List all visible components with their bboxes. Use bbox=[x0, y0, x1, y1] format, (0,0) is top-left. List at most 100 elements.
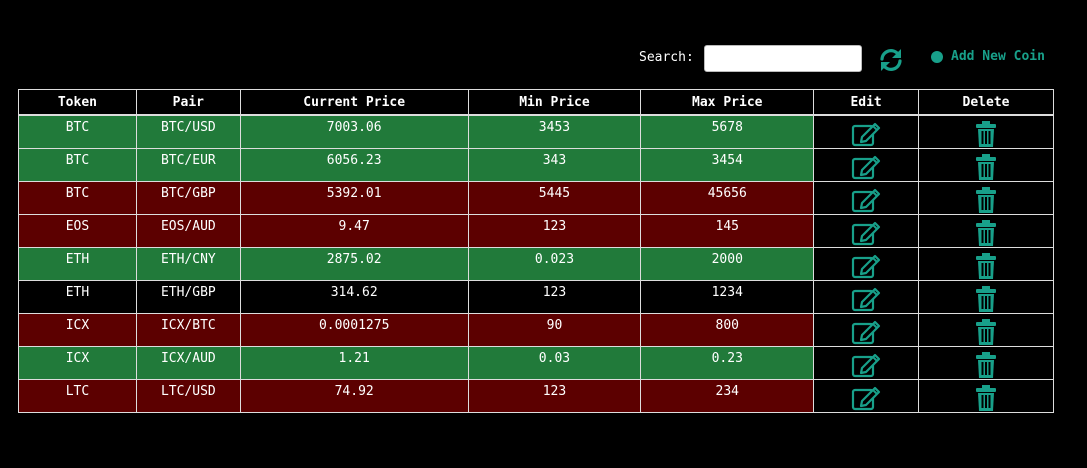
max-price-cell: 3454 bbox=[640, 148, 815, 182]
header-pair: Pair bbox=[135, 89, 241, 116]
max-price-cell: 45656 bbox=[640, 181, 815, 215]
table-row: LTC LTC/USD 74.92 123 234 bbox=[18, 379, 1054, 413]
trash-icon[interactable] bbox=[971, 186, 1001, 214]
edit-cell bbox=[813, 346, 920, 380]
edit-icon[interactable] bbox=[851, 186, 881, 214]
token-cell: ETH bbox=[18, 280, 137, 314]
table-body: BTC BTC/USD 7003.06 3453 5678 BTC BTC/EUR 6056.… bbox=[18, 114, 1054, 413]
header-delete: Delete bbox=[918, 89, 1054, 116]
trash-icon[interactable] bbox=[971, 120, 1001, 148]
table-row: BTC BTC/EUR 6056.23 343 3454 bbox=[18, 148, 1054, 182]
table-row: ICX ICX/BTC 0.0001275 90 800 bbox=[18, 313, 1054, 347]
current-price-cell: 6056.23 bbox=[239, 148, 469, 182]
current-price-cell: 1.21 bbox=[239, 346, 469, 380]
edit-cell bbox=[813, 181, 920, 215]
pair-cell: EOS/AUD bbox=[135, 214, 241, 248]
max-price-cell: 234 bbox=[640, 379, 815, 413]
header-current-price: Current Price bbox=[239, 89, 469, 116]
edit-cell bbox=[813, 379, 920, 413]
delete-cell bbox=[918, 181, 1054, 215]
pair-cell: ETH/CNY bbox=[135, 247, 241, 281]
trash-icon[interactable] bbox=[971, 285, 1001, 313]
current-price-cell: 0.0001275 bbox=[239, 313, 469, 347]
edit-cell bbox=[813, 280, 920, 314]
token-cell: ICX bbox=[18, 313, 137, 347]
trash-icon[interactable] bbox=[971, 318, 1001, 346]
max-price-cell: 5678 bbox=[640, 114, 815, 149]
edit-cell bbox=[813, 313, 920, 347]
table-row: ETH ETH/CNY 2875.02 0.023 2000 bbox=[18, 247, 1054, 281]
pair-cell: LTC/USD bbox=[135, 379, 241, 413]
pair-cell: ICX/BTC bbox=[135, 313, 241, 347]
token-cell: EOS bbox=[18, 214, 137, 248]
pair-cell: BTC/USD bbox=[135, 114, 241, 149]
min-price-cell: 123 bbox=[467, 379, 642, 413]
min-price-cell: 0.023 bbox=[467, 247, 642, 281]
current-price-cell: 5392.01 bbox=[239, 181, 469, 215]
max-price-cell: 145 bbox=[640, 214, 815, 248]
edit-icon[interactable] bbox=[851, 285, 881, 313]
pair-cell: ETH/GBP bbox=[135, 280, 241, 314]
min-price-cell: 123 bbox=[467, 214, 642, 248]
token-cell: BTC bbox=[18, 181, 137, 215]
delete-cell bbox=[918, 379, 1054, 413]
current-price-cell: 9.47 bbox=[239, 214, 469, 248]
min-price-cell: 0.03 bbox=[467, 346, 642, 380]
trash-icon[interactable] bbox=[971, 219, 1001, 247]
token-cell: BTC bbox=[18, 114, 137, 149]
delete-cell bbox=[918, 346, 1054, 380]
min-price-cell: 123 bbox=[467, 280, 642, 314]
edit-cell bbox=[813, 148, 920, 182]
min-price-cell: 5445 bbox=[467, 181, 642, 215]
delete-cell bbox=[918, 114, 1054, 149]
delete-cell bbox=[918, 280, 1054, 314]
search-label: Search: bbox=[639, 50, 694, 65]
search-input[interactable] bbox=[704, 45, 862, 72]
table-row: ETH ETH/GBP 314.62 123 1234 bbox=[18, 280, 1054, 314]
edit-icon[interactable] bbox=[851, 384, 881, 412]
header-min-price: Min Price bbox=[467, 89, 642, 116]
table-row: EOS EOS/AUD 9.47 123 145 bbox=[18, 214, 1054, 248]
edit-icon[interactable] bbox=[851, 318, 881, 346]
edit-cell bbox=[813, 247, 920, 281]
header-edit: Edit bbox=[813, 89, 920, 116]
current-price-cell: 74.92 bbox=[239, 379, 469, 413]
trash-icon[interactable] bbox=[971, 153, 1001, 181]
delete-cell bbox=[918, 148, 1054, 182]
header-max-price: Max Price bbox=[640, 89, 815, 116]
edit-icon[interactable] bbox=[851, 153, 881, 181]
coins-table: Token Pair Current Price Min Price Max P… bbox=[18, 89, 1054, 413]
min-price-cell: 3453 bbox=[467, 114, 642, 149]
add-new-coin-label: Add New Coin bbox=[951, 49, 1045, 64]
delete-cell bbox=[918, 313, 1054, 347]
pair-cell: BTC/EUR bbox=[135, 148, 241, 182]
edit-cell bbox=[813, 214, 920, 248]
trash-icon[interactable] bbox=[971, 384, 1001, 412]
min-price-cell: 90 bbox=[467, 313, 642, 347]
trash-icon[interactable] bbox=[971, 351, 1001, 379]
token-cell: ICX bbox=[18, 346, 137, 380]
refresh-icon[interactable] bbox=[878, 47, 904, 73]
pair-cell: ICX/AUD bbox=[135, 346, 241, 380]
token-cell: LTC bbox=[18, 379, 137, 413]
token-cell: ETH bbox=[18, 247, 137, 281]
edit-icon[interactable] bbox=[851, 252, 881, 280]
toolbar: Search: Add New Coin bbox=[0, 44, 1087, 76]
max-price-cell: 2000 bbox=[640, 247, 815, 281]
table-header-row: Token Pair Current Price Min Price Max P… bbox=[18, 89, 1054, 116]
current-price-cell: 2875.02 bbox=[239, 247, 469, 281]
edit-icon[interactable] bbox=[851, 351, 881, 379]
max-price-cell: 1234 bbox=[640, 280, 815, 314]
token-cell: BTC bbox=[18, 148, 137, 182]
add-dot-icon bbox=[931, 50, 943, 63]
table-row: BTC BTC/USD 7003.06 3453 5678 bbox=[18, 114, 1054, 149]
edit-cell bbox=[813, 114, 920, 149]
edit-icon[interactable] bbox=[851, 120, 881, 148]
pair-cell: BTC/GBP bbox=[135, 181, 241, 215]
header-token: Token bbox=[18, 89, 137, 116]
delete-cell bbox=[918, 247, 1054, 281]
add-new-coin-button[interactable]: Add New Coin bbox=[931, 49, 1045, 64]
delete-cell bbox=[918, 214, 1054, 248]
edit-icon[interactable] bbox=[851, 219, 881, 247]
trash-icon[interactable] bbox=[971, 252, 1001, 280]
